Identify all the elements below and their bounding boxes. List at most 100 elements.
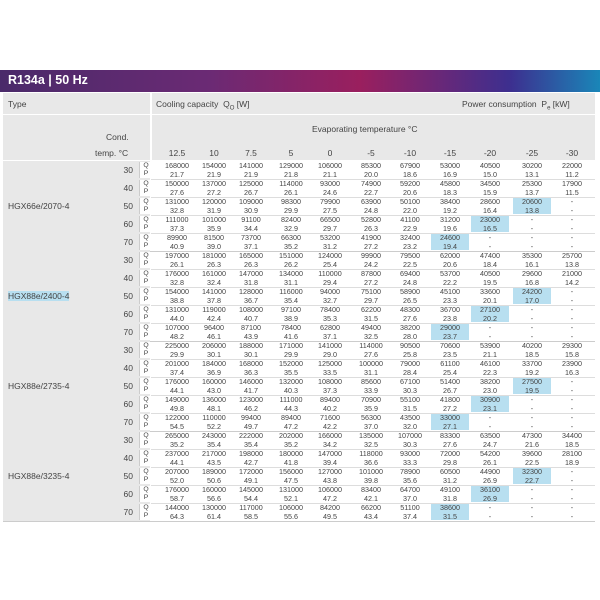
table-cell: 38400 19.2 — [431, 197, 469, 214]
power-value: 58.7 — [170, 493, 184, 503]
power-value: 29.9 — [284, 205, 298, 215]
table-cell: -- — [553, 377, 591, 394]
column-header: 5 — [288, 148, 294, 158]
power-value: 20.2 — [483, 313, 497, 323]
table-cell: 225000 29.9 — [158, 341, 196, 358]
cooling-value: 217000 — [202, 449, 226, 458]
cooling-value: - — [530, 503, 534, 512]
cond-label-1: Cond. — [106, 132, 129, 142]
cooling-value: 66300 — [281, 233, 301, 242]
q-label: Q — [143, 468, 149, 475]
cooling-value: 87100 — [241, 323, 261, 332]
column-header: -25 — [525, 148, 539, 158]
p-label: P — [143, 314, 149, 321]
cooling-value: - — [570, 503, 574, 512]
cooling-value: 29000 — [440, 323, 460, 332]
q-label: Q — [143, 306, 149, 313]
cooling-value: 131000 — [165, 305, 189, 314]
row-divider — [151, 485, 595, 486]
table-cell: 75100 29.7 — [352, 287, 390, 304]
table-cell: 98300 29.9 — [272, 197, 310, 215]
cooling-value: 101000 — [359, 467, 383, 476]
cooling-value: - — [530, 305, 534, 314]
table-cell: 144000 64.3 — [158, 503, 196, 520]
table-cell: 141000 37.8 — [195, 287, 233, 304]
power-value: 29.0 — [323, 349, 337, 359]
row-divider — [151, 305, 595, 306]
cooling-value: 38200 — [400, 323, 420, 332]
cond-temp: 60 — [123, 309, 133, 319]
power-value: 52.0 — [170, 475, 184, 485]
power-value: 19.5 — [525, 385, 539, 395]
table-cell: 127000 43.8 — [311, 467, 349, 484]
table-cell: 62000 20.6 — [431, 251, 469, 268]
power-value: 19.5 — [483, 277, 497, 287]
table-cell: 135000 32.5 — [352, 431, 390, 448]
power-value: 32.5 — [364, 331, 378, 341]
power-value: 32.9 — [284, 223, 298, 233]
table-cell: 49100 31.8 — [431, 485, 469, 502]
power-value: 24.6 — [323, 187, 337, 197]
table-cell: 132000 40.3 — [272, 377, 310, 394]
cooling-value: 94000 — [320, 287, 340, 296]
power-value: 48.2 — [170, 331, 184, 341]
table-cell: -- — [513, 323, 551, 340]
table-cell: -- — [513, 305, 551, 322]
table-cell: -- — [471, 233, 509, 250]
power-value: 36.6 — [364, 457, 378, 467]
cooling-value: 124000 — [318, 251, 342, 260]
cooling-value: 85600 — [361, 377, 381, 386]
q-label: Q — [143, 270, 149, 277]
model-name: HGX88e/3235-4 — [8, 471, 70, 481]
power-value: 18.6 — [403, 169, 417, 179]
table-cell: 79000 28.4 — [391, 359, 429, 376]
cooling-value: 17900 — [562, 179, 582, 188]
power-value: 23.3 — [443, 295, 457, 305]
cooling-value: - — [570, 485, 574, 494]
cooling-value: 40500 — [480, 161, 500, 170]
power-value: 26.7 — [244, 187, 258, 197]
table-cell: 74900 22.7 — [352, 179, 390, 196]
power-value: 39.0 — [207, 241, 221, 251]
cooling-value: 47400 — [480, 251, 500, 260]
table-cell: 106000 55.6 — [272, 503, 310, 520]
table-cell: 141000 21.9 — [232, 161, 270, 178]
p-label: P — [143, 476, 149, 483]
power-value: 52.2 — [207, 421, 221, 431]
table-cell: 31200 19.6 — [431, 215, 469, 232]
cooling-value: 21000 — [562, 269, 582, 278]
p-label: P — [143, 206, 149, 213]
cooling-value: 85300 — [361, 161, 381, 170]
cooling-value: 56300 — [361, 413, 381, 422]
power-value: 39.8 — [364, 475, 378, 485]
power-value: 22.2 — [443, 277, 457, 287]
table-cell: 265000 35.2 — [158, 431, 196, 448]
p-label: P — [143, 188, 149, 195]
table-cell: 97100 38.9 — [272, 305, 310, 322]
cooling-value: 49100 — [440, 485, 460, 494]
cooling-value: 48300 — [400, 305, 420, 314]
cooling-value: 33700 — [522, 359, 542, 368]
p-label: P — [143, 350, 149, 357]
row-divider — [151, 269, 595, 270]
table-cell: 87100 43.9 — [232, 323, 270, 340]
power-value: 38.8 — [170, 295, 184, 305]
table-cell: 106000 21.1 — [311, 161, 349, 178]
power-value: 26.2 — [284, 259, 298, 269]
cooling-value: 202000 — [279, 431, 303, 440]
power-value: 26.1 — [170, 259, 184, 269]
table-cell: 85300 20.0 — [352, 161, 390, 178]
table-cell: 82400 32.9 — [272, 215, 310, 233]
group-divider — [3, 431, 595, 432]
table-cell: -- — [553, 485, 591, 502]
cond-temp: 50 — [123, 291, 133, 301]
power-value: 13.8 — [525, 205, 539, 215]
power-value: 23.8 — [443, 313, 457, 323]
cooling-value: 119000 — [202, 305, 226, 314]
table-cell: -- — [513, 233, 551, 250]
cooling-value: 28600 — [480, 197, 500, 206]
cooling-value: 63900 — [361, 197, 381, 206]
cooling-value: 128000 — [239, 287, 263, 296]
table-cell: 161000 32.4 — [195, 269, 233, 286]
